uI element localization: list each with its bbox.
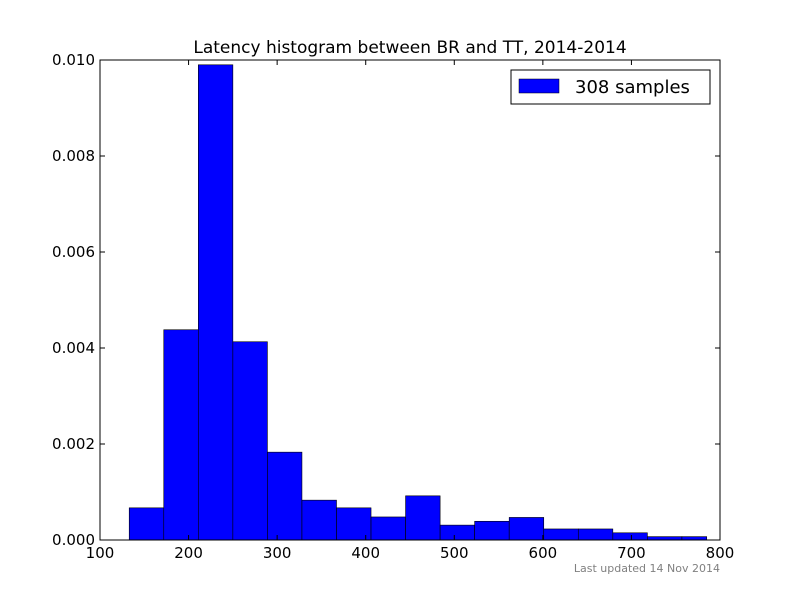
legend: 308 samples <box>510 69 711 105</box>
y-tick-label: 0.006 <box>52 243 95 261</box>
ticks-group: 100 200 300 400 500 600 700 800 0.000 0.002 0.004 0… <box>52 51 734 562</box>
plot-frame <box>99 59 721 541</box>
x-tick-label: 700 <box>617 544 646 562</box>
x-tick-label: 100 <box>86 544 115 562</box>
last-updated-note: Last updated 14 Nov 2014 <box>573 562 720 575</box>
legend-swatch <box>518 78 560 94</box>
legend-label: 308 samples <box>575 77 690 98</box>
histogram-bar <box>439 524 475 541</box>
x-tick-label: 600 <box>529 544 558 562</box>
legend-box <box>510 69 711 105</box>
x-tick-label: 400 <box>351 544 380 562</box>
histogram-bar <box>647 536 683 541</box>
x-tick-label: 200 <box>174 544 203 562</box>
histogram-bar <box>128 507 165 541</box>
histogram-bar <box>543 528 579 541</box>
histogram-bar <box>370 516 406 541</box>
histogram-bar <box>163 329 199 541</box>
chart-title: Latency histogram between BR and TT, 201… <box>193 38 626 58</box>
histogram-bar <box>681 536 708 541</box>
histogram-bar <box>267 451 303 541</box>
x-tick-label: 500 <box>440 544 469 562</box>
histogram-bar <box>474 520 510 541</box>
y-tick-label: 0.008 <box>52 147 95 165</box>
histogram-bar <box>508 517 545 541</box>
histogram-bar <box>612 532 648 541</box>
histogram-bar <box>301 499 337 541</box>
x-tick-label: 300 <box>263 544 292 562</box>
y-tick-label: 0.004 <box>52 339 95 357</box>
bars-group <box>128 64 708 541</box>
y-tick-label: 0.000 <box>52 531 95 549</box>
y-tick-label: 0.010 <box>52 51 95 69</box>
histogram-bar <box>405 495 441 541</box>
histogram-bar <box>577 528 614 541</box>
histogram-bar <box>198 64 234 541</box>
histogram-bar <box>336 507 372 541</box>
y-tick-label: 0.002 <box>52 435 95 453</box>
x-tick-label: 800 <box>706 544 735 562</box>
histogram-bar <box>232 341 268 541</box>
